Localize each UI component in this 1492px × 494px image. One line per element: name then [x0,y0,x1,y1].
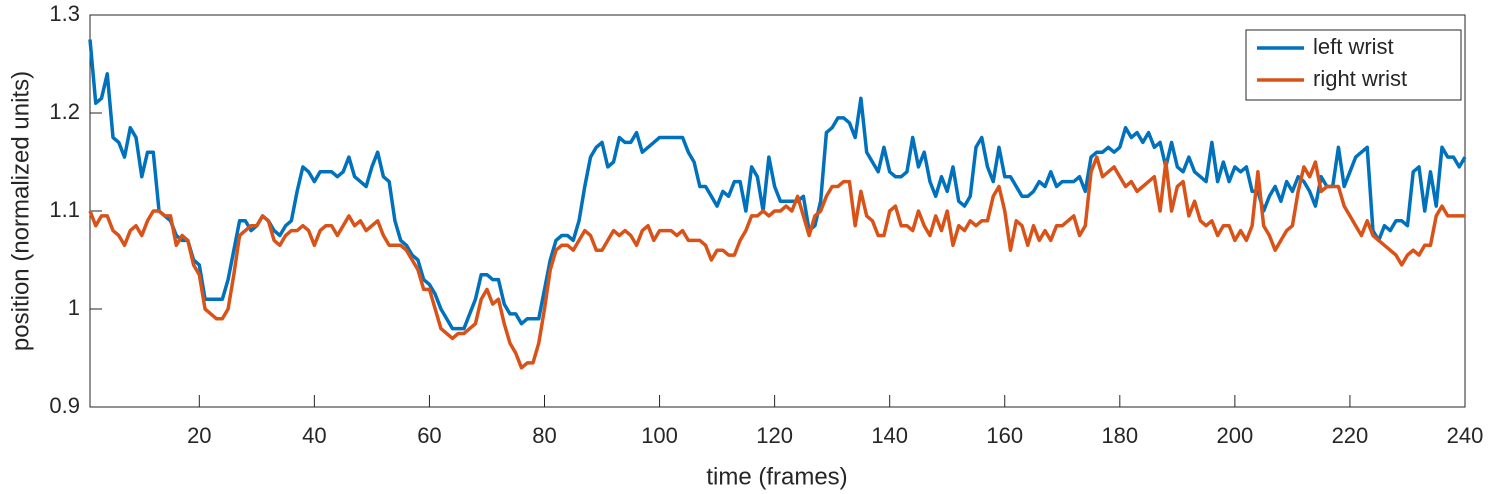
x-tick-label: 220 [1332,423,1369,448]
legend-label: right wrist [1313,66,1407,91]
y-tick-label: 1 [68,295,80,320]
series-line [88,155,1465,370]
x-tick-label: 40 [302,423,326,448]
x-tick-label: 240 [1447,423,1484,448]
y-axis-label: position (normalized units) [7,71,34,351]
x-tick-label: 200 [1217,423,1254,448]
legend-label: left wrist [1313,34,1394,59]
y-tick-label: 1.1 [49,197,80,222]
x-tick-label: 100 [641,423,678,448]
x-tick-label: 80 [532,423,556,448]
x-tick-label: 160 [986,423,1023,448]
x-tick-label: 140 [871,423,908,448]
x-axis-label: time (frames) [706,463,847,490]
x-tick-label: 180 [1101,423,1138,448]
x-tick-label: 120 [756,423,793,448]
legend-box [1245,29,1462,101]
x-tick-label: 20 [187,423,211,448]
series-line [88,39,1467,331]
y-tick-label: 1.3 [49,1,80,26]
y-tick-label: 0.9 [49,393,80,418]
x-tick-label: 60 [417,423,441,448]
y-tick-label: 1.2 [49,99,80,124]
